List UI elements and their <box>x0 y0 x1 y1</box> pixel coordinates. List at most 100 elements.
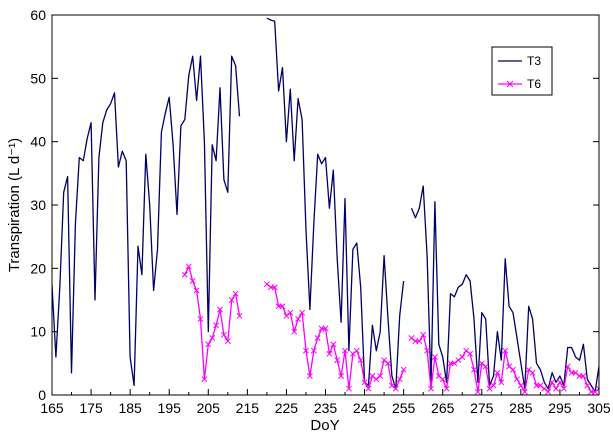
series-t6-point <box>428 385 434 392</box>
series-t6-point <box>521 388 528 395</box>
y-tick-label: 50 <box>30 70 46 86</box>
x-tick-label: 195 <box>158 400 182 416</box>
series-t6-point <box>381 357 388 364</box>
series-t6-point <box>209 335 216 341</box>
x-tick-label: 225 <box>275 400 299 416</box>
series-t6-point <box>349 350 356 357</box>
x-tick-label: 275 <box>470 400 494 416</box>
x-tick-label: 205 <box>197 400 221 416</box>
legend-box <box>491 46 553 96</box>
series-t6-point <box>279 303 286 310</box>
series-t6-point <box>205 341 212 348</box>
series-t6-point <box>517 382 524 389</box>
series-t6-point <box>592 388 599 395</box>
series-t6-point <box>369 373 376 379</box>
x-tick-label: 245 <box>353 400 377 416</box>
series-t6-point <box>287 309 294 316</box>
series-t6-point <box>529 369 536 376</box>
series-t6-point <box>299 309 306 316</box>
series-t6-point <box>474 388 481 395</box>
series-t6-point <box>556 379 563 386</box>
series-t6-point <box>392 385 399 392</box>
y-tick-label: 30 <box>30 197 46 213</box>
series-t6-point <box>213 322 220 329</box>
x-tick-label: 175 <box>79 400 103 416</box>
series-t6-point <box>326 350 333 357</box>
series-t6-point <box>338 373 345 379</box>
series-t6-point <box>295 316 302 322</box>
series-t3-line <box>52 55 241 387</box>
series-t6-point <box>283 312 290 319</box>
legend-t6-marker <box>506 80 514 88</box>
series-t6-point <box>303 347 309 354</box>
series-t6-point <box>572 369 579 376</box>
series-t6-point <box>584 382 591 389</box>
legend: T3 T6 <box>491 46 553 96</box>
series-t6-point <box>385 360 391 367</box>
series-t6-point <box>580 373 587 379</box>
series-t6-point <box>306 373 313 379</box>
series-t6-line <box>266 283 405 390</box>
series-t6-point <box>455 357 462 364</box>
series-t6-point <box>553 385 559 392</box>
x-tick-label: 265 <box>431 400 455 416</box>
series-t6-point <box>513 376 520 383</box>
series-t6-point <box>236 312 243 319</box>
legend-x-marker <box>506 80 514 88</box>
series-t6-point <box>181 271 188 278</box>
y-tick-label: 0 <box>38 387 46 403</box>
series-t6-point <box>510 366 516 373</box>
series-t6-point <box>564 363 571 370</box>
y-tick-label: 20 <box>30 260 46 276</box>
series-t6-point <box>353 347 360 354</box>
series-t6-point <box>342 347 348 354</box>
series-t6-point <box>361 379 368 386</box>
series-t6-point <box>189 278 196 284</box>
series-t6-point <box>420 331 427 338</box>
x-tick-label: 235 <box>314 400 338 416</box>
series-t6-point <box>439 376 446 383</box>
series-t6-point <box>478 360 485 367</box>
series-t6-point <box>185 263 192 270</box>
series-t6-point <box>471 366 477 373</box>
series-t6-point <box>271 284 278 291</box>
y-tick-label: 10 <box>30 324 46 340</box>
series-t6-point <box>596 385 599 392</box>
series-t6-point <box>330 341 337 348</box>
legend-t6-label: T6 <box>527 77 541 91</box>
series-t6-point <box>482 363 489 370</box>
series-t6-point <box>373 376 380 383</box>
series-t6-point <box>220 331 227 338</box>
series-t3-line <box>266 17 405 390</box>
series-t6-point <box>310 347 317 354</box>
series-t6-point <box>232 290 239 297</box>
series-t6-point <box>490 382 497 389</box>
series-t6-point <box>377 373 384 379</box>
series-t6-line <box>411 334 599 393</box>
series-t6-point <box>228 297 235 303</box>
series-t6-point <box>201 376 208 383</box>
series-t6-point <box>416 338 423 345</box>
series-t6-point <box>498 379 505 386</box>
series-t6-point <box>494 369 501 376</box>
series-t6-point <box>322 325 329 332</box>
series-t6-point <box>357 357 364 364</box>
series-t6-point <box>506 363 513 370</box>
series-t6-point <box>424 347 431 354</box>
series-t6-point <box>537 382 544 389</box>
y-axis-label: Transpiration (L d⁻¹) <box>6 138 23 272</box>
series-t6-point <box>525 366 532 373</box>
y-tick-label: 60 <box>30 7 46 23</box>
series-t6-point <box>435 373 442 379</box>
series-t6-point <box>408 335 415 341</box>
x-tick-label: 185 <box>118 400 142 416</box>
series-t6-point <box>263 281 270 288</box>
x-tick-label: 305 <box>587 400 611 416</box>
x-axis-label: DoY <box>310 417 339 432</box>
series-t6-point <box>486 385 493 392</box>
series-t6-point <box>365 385 372 392</box>
series-t6-point <box>217 306 223 313</box>
x-tick-label: 165 <box>40 400 64 416</box>
series-t6-point <box>502 347 509 354</box>
